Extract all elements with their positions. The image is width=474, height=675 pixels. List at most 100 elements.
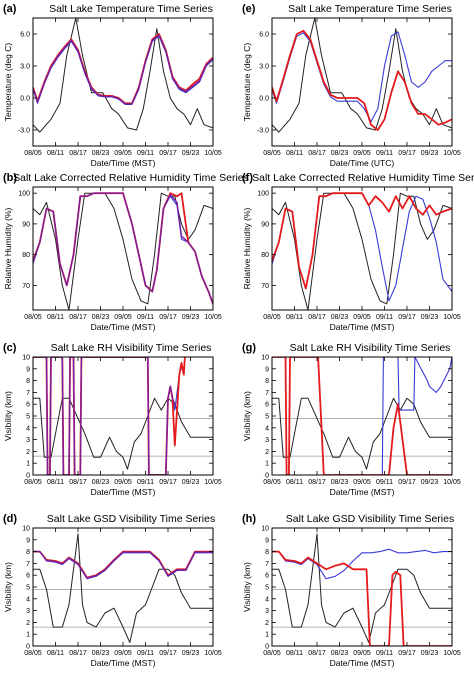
y-tick-label: 5 <box>265 414 269 421</box>
series-line-red <box>33 357 186 475</box>
series-group <box>33 192 213 310</box>
x-tick-label: 09/17 <box>159 150 177 157</box>
series-line-black <box>272 533 452 643</box>
x-tick-label: 09/11 <box>137 650 154 657</box>
x-tick-label: 09/23 <box>182 479 200 486</box>
x-tick-label: 08/11 <box>47 650 64 657</box>
x-axis-label: Date/Time (MST) <box>91 322 156 332</box>
y-tick-label: 8 <box>265 549 269 556</box>
x-tick-label: 09/05 <box>114 479 132 486</box>
series-line-red <box>33 192 213 305</box>
y-tick-label: 90 <box>22 221 30 228</box>
y-tick-label: 7 <box>26 390 30 397</box>
x-tick-label: 09/11 <box>137 314 154 321</box>
x-tick-label: 09/05 <box>114 314 132 321</box>
x-tick-label: 09/11 <box>376 479 393 486</box>
x-axis-label: Date/Time (MST) <box>91 487 156 497</box>
x-tick-label: 08/23 <box>331 650 349 657</box>
series-line-black <box>272 192 452 310</box>
x-tick-label: 08/17 <box>69 479 87 486</box>
y-tick-label: 3 <box>265 608 269 615</box>
x-tick-label: 09/17 <box>159 479 177 486</box>
y-axis-label: Temperature (deg C) <box>242 43 252 122</box>
x-tick-label: 08/11 <box>286 150 303 157</box>
plot-frame <box>32 17 214 147</box>
y-axis-label: Visibility (km) <box>242 562 252 612</box>
x-tick-label: 08/17 <box>69 650 87 657</box>
x-tick-label: 08/11 <box>286 650 303 657</box>
chart-title: Salt Lake Corrected Relative Humidity Ti… <box>252 172 474 184</box>
x-tick-label: 08/05 <box>263 314 281 321</box>
y-axis-label: Visibility (km) <box>242 391 252 441</box>
panel-g: (g) Salt Lake RH Visibility Time Series08… <box>242 342 461 497</box>
x-tick-label: 09/05 <box>353 650 371 657</box>
y-tick-label: 10 <box>261 355 269 362</box>
panel-d: (d) Salt Lake GSD Visibility Time Series 0… <box>3 513 222 668</box>
x-tick-label: 08/23 <box>92 314 110 321</box>
y-tick-label: -3.0 <box>257 128 269 135</box>
y-tick-label: 4 <box>265 425 269 432</box>
x-tick-label: 09/05 <box>114 650 132 657</box>
x-tick-label: 09/17 <box>159 650 177 657</box>
y-tick-label: 2 <box>265 449 269 456</box>
x-tick-label: 08/05 <box>24 650 42 657</box>
y-tick-label: 0 <box>26 473 30 480</box>
y-tick-label: 10 <box>22 355 30 362</box>
series-line-red <box>33 550 213 579</box>
panel-e: (e) Salt Lake Temperature Time Series 08/0… <box>242 3 461 168</box>
series-line-red <box>272 192 452 290</box>
y-tick-label: 90 <box>261 221 269 228</box>
y-tick-label: 10 <box>22 526 30 533</box>
x-axis-label: Date/Time (MST) <box>91 158 156 168</box>
y-tick-label: 8 <box>265 378 269 385</box>
series-line-blue <box>33 357 185 475</box>
x-tick-label: 08/23 <box>331 314 349 321</box>
x-tick-label: 08/05 <box>263 650 281 657</box>
x-tick-label: 09/17 <box>398 314 416 321</box>
x-tick-label: 09/11 <box>376 650 393 657</box>
x-tick-label: 08/11 <box>286 479 303 486</box>
x-tick-label: 08/17 <box>69 314 87 321</box>
x-axis-label: Date/Time (MST) <box>330 487 395 497</box>
y-tick-label: 1 <box>265 632 269 639</box>
y-tick-label: 0.0 <box>259 96 269 103</box>
series-line-black <box>272 18 452 133</box>
x-tick-label: 09/05 <box>114 150 132 157</box>
x-tick-label: 08/11 <box>47 479 64 486</box>
x-tick-label: 10/05 <box>204 314 222 321</box>
y-tick-label: 3 <box>26 608 30 615</box>
chart-title: Salt Lake GSD Visibility Time Series <box>286 513 454 525</box>
x-tick-label: 10/05 <box>204 150 222 157</box>
y-tick-label: 7 <box>26 561 30 568</box>
y-tick-label: 1 <box>265 461 269 468</box>
series-group <box>33 18 213 133</box>
chart-title: Salt Lake RH Visibility Time Series <box>290 342 451 354</box>
y-tick-label: 2 <box>26 449 30 456</box>
series-line-red <box>272 357 452 475</box>
x-tick-label: 08/05 <box>24 479 42 486</box>
series-group <box>33 533 213 643</box>
x-tick-label: 09/17 <box>159 314 177 321</box>
series-line-black <box>272 397 452 470</box>
x-tick-label: 08/11 <box>286 314 303 321</box>
y-tick-label: 0 <box>265 644 269 651</box>
x-tick-label: 09/23 <box>182 150 200 157</box>
x-tick-label: 10/05 <box>204 650 222 657</box>
panel-label: (d) <box>3 513 17 525</box>
x-axis-label: Date/Time (MST) <box>330 322 395 332</box>
y-tick-label: 3.0 <box>259 64 269 71</box>
x-tick-label: 08/17 <box>308 314 326 321</box>
x-tick-label: 08/23 <box>92 650 110 657</box>
series-group <box>272 18 452 133</box>
y-tick-label: 7 <box>265 561 269 568</box>
x-tick-label: 08/23 <box>92 479 110 486</box>
x-tick-label: 08/05 <box>24 314 42 321</box>
x-axis-label: Date/Time (MST) <box>91 658 156 668</box>
y-tick-label: 2 <box>265 620 269 627</box>
series-line-purple <box>33 357 176 475</box>
x-tick-label: 08/11 <box>47 314 64 321</box>
x-axis-label: Date/Time (MST) <box>330 658 395 668</box>
series-line-blue <box>33 192 213 305</box>
series-line-blue <box>272 548 452 580</box>
x-axis-label: Date/Time (UTC) <box>330 158 395 168</box>
